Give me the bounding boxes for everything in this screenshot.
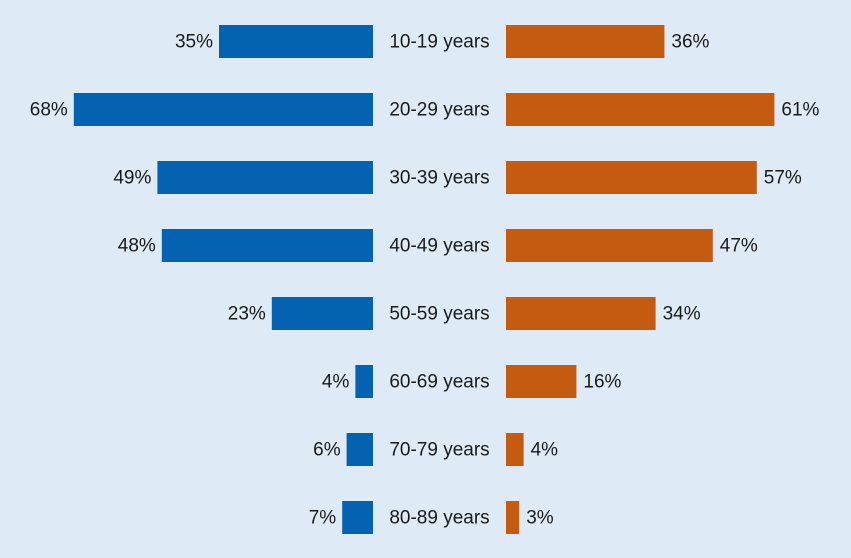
category-label: 80-89 years — [389, 508, 489, 529]
value-label-right: 61% — [781, 100, 819, 121]
category-label: 20-29 years — [389, 100, 489, 121]
bar-left-50-59-years — [271, 297, 373, 330]
left-series-bars — [73, 25, 374, 534]
value-label-left: 48% — [118, 236, 156, 257]
value-labels: 35% 36% 68% 61% 49% 57% 48% 47% 23% 34% 4% 16% 6% 4% 7… — [30, 32, 820, 529]
value-label-right: 34% — [663, 304, 701, 325]
category-label: 50-59 years — [389, 304, 489, 325]
value-label-left: 35% — [175, 32, 213, 53]
value-label-left: 68% — [30, 100, 68, 121]
value-label-left: 7% — [309, 508, 337, 529]
category-label: 60-69 years — [389, 372, 489, 393]
bar-right-30-39-years — [506, 161, 757, 194]
value-label-left: 4% — [322, 372, 350, 393]
value-label-right: 36% — [671, 32, 709, 53]
value-label-right: 57% — [764, 168, 802, 189]
bar-left-20-29-years — [73, 93, 374, 126]
category-label: 30-39 years — [389, 168, 489, 189]
value-label-right: 16% — [583, 372, 621, 393]
value-label-left: 6% — [313, 440, 341, 461]
bar-right-10-19-years — [506, 25, 665, 58]
bar-right-80-89-years — [506, 501, 520, 534]
bar-left-10-19-years — [219, 25, 373, 58]
value-label-right: 3% — [526, 508, 554, 529]
right-series-bars — [506, 25, 775, 534]
bar-left-40-49-years — [161, 229, 373, 262]
value-label-right: 4% — [531, 440, 559, 461]
bar-left-70-79-years — [346, 433, 373, 466]
bar-left-80-89-years — [342, 501, 373, 534]
category-label: 40-49 years — [389, 236, 489, 257]
bar-right-40-49-years — [506, 229, 713, 262]
bar-right-60-69-years — [506, 365, 577, 398]
category-label: 70-79 years — [389, 440, 489, 461]
bar-right-70-79-years — [506, 433, 524, 466]
bar-right-20-29-years — [506, 93, 775, 126]
value-label-left: 23% — [228, 304, 266, 325]
bar-left-60-69-years — [355, 365, 373, 398]
category-labels: 10-19 years 20-29 years 30-39 years 40-49 y… — [389, 32, 489, 529]
bar-left-30-39-years — [157, 161, 373, 194]
value-label-left: 49% — [113, 168, 151, 189]
bar-right-50-59-years — [506, 297, 656, 330]
category-label: 10-19 years — [389, 32, 489, 53]
value-label-right: 47% — [720, 236, 758, 257]
